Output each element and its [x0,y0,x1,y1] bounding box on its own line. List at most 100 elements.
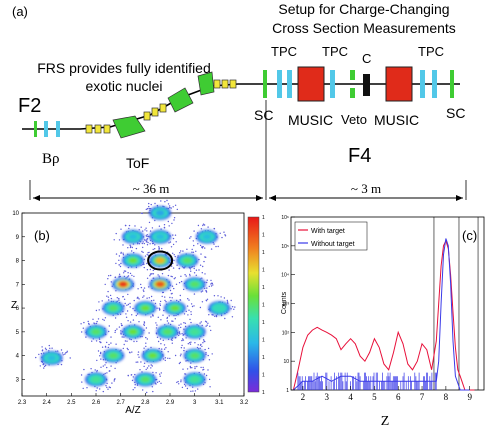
pid-scatter-dot [114,276,116,279]
pid-x-tick-label: 2.3 [18,400,27,406]
pid-scatter-dot [98,309,100,311]
pid-scatter-dot [145,239,147,241]
pid-scatter-dot [157,340,160,343]
pid-scatter-dot [177,255,179,257]
pid-cluster [183,372,206,387]
pid-scatter-dot [149,268,152,271]
pid-scatter-dot [181,344,183,347]
pid-scatter-dot [231,306,234,308]
pid-scatter-dot [129,272,132,275]
pid-cluster [196,229,218,244]
pid-scatter-dot [154,219,156,222]
pid-scatter-dot [173,217,176,219]
pid-scatter-dot [146,208,149,210]
pid-scatter-dot [125,313,127,315]
pid-scatter-dot [120,323,123,325]
pid-scatter-dot [128,227,130,230]
pid-scatter-dot [178,362,181,365]
veto-bottom [350,88,355,98]
pid-scatter-dot [105,362,107,364]
pid-scatter-dot [124,302,126,305]
pid-scatter-dot [99,352,102,355]
colorbar-tick-label: 1 [262,338,265,344]
pid-scatter-dot [81,331,83,333]
pid-scatter-dot [118,264,121,266]
pid-scatter-dot [108,275,110,277]
pid-scatter-dot [163,309,165,312]
pid-scatter-dot [93,322,95,324]
pid-scatter-dot [116,328,118,330]
pid-scatter-dot [86,387,88,389]
pid-scatter-dot [42,363,44,366]
pid-scatter-dot [51,347,53,349]
pid-scatter-dot [115,343,117,345]
pid-scatter-dot [208,285,210,288]
pid-scatter-dot [131,351,133,353]
tpc4 [420,70,425,98]
spectrum-y-tick-label: 10⁶ [281,215,289,221]
pid-scatter-dot [123,343,125,346]
pid-scatter-dot [170,299,172,302]
music1-label: MUSIC [288,112,333,128]
pid-scatter-dot [196,346,199,349]
pid-scatter-dot [187,343,189,345]
tpc1 [277,70,282,98]
pid-scatter-dot [146,244,149,246]
spectrum-y-tick-label: 10³ [282,302,290,308]
pid-scatter-dot [152,390,154,393]
pid-scatter-dot [213,227,215,230]
pid-scatter-dot [203,368,205,371]
pid-scatter-dot [157,274,159,276]
pid-scatter-dot [183,313,186,315]
pid-scatter-dot [96,320,98,323]
pid-scatter-dot [140,286,143,289]
pid-scatter-dot [80,374,83,376]
veto-label: Veto [341,112,367,127]
pid-scatter-dot [198,258,200,261]
pid-scatter-dot [118,259,120,261]
pid-scatter-dot [189,237,191,239]
pid-scatter-dot [185,337,187,339]
pid-scatter-dot [110,336,112,338]
pid-scatter-dot [44,364,47,367]
pid-scatter-dot [155,322,157,324]
pid-scatter-dot [174,277,176,279]
pid-scatter-dot [143,266,145,269]
setup-title-line2: Cross Section Measurements [272,20,456,36]
pid-scatter-dot [210,329,212,332]
pid-scatter-dot [95,309,98,312]
pid-scatter-dot [204,256,206,258]
pid-scatter-dot [192,251,195,253]
f2-tpc-1 [44,121,48,137]
pid-cluster [149,253,172,268]
pid-scatter-dot [168,269,170,271]
pid-scatter-dot [148,332,150,334]
pid-scatter-dot [198,269,200,271]
pid-scatter-dot [205,291,208,293]
pid-scatter-dot [104,372,106,375]
pid-scatter-dot [132,319,135,321]
veto-top [350,70,355,80]
pid-scatter-dot [96,387,98,389]
pid-scatter-dot [186,387,189,390]
pid-scatter-dot [116,297,119,299]
pid-scatter-dot [212,284,214,286]
pid-cluster [149,206,172,220]
pid-scatter-dot [161,247,163,250]
pid-scatter-dot [131,250,133,252]
pid-scatter-dot [169,323,172,326]
pid-scatter-dot [82,387,84,390]
pid-scatter-dot [183,288,185,291]
pid-scatter-dot [189,273,191,276]
pid-scatter-dot [158,246,160,248]
pid-cluster [149,229,172,244]
pid-cluster [156,324,179,339]
pid-scatter-dot [155,327,158,329]
pid-scatter-dot [224,235,227,237]
pid-scatter-dot [204,348,206,351]
pid-scatter-dot [204,273,206,275]
pid-scatter-dot [108,330,110,333]
pid-scatter-dot [128,224,131,227]
pid-scatter-dot [120,324,123,327]
pid-scatter-dot [190,390,192,392]
